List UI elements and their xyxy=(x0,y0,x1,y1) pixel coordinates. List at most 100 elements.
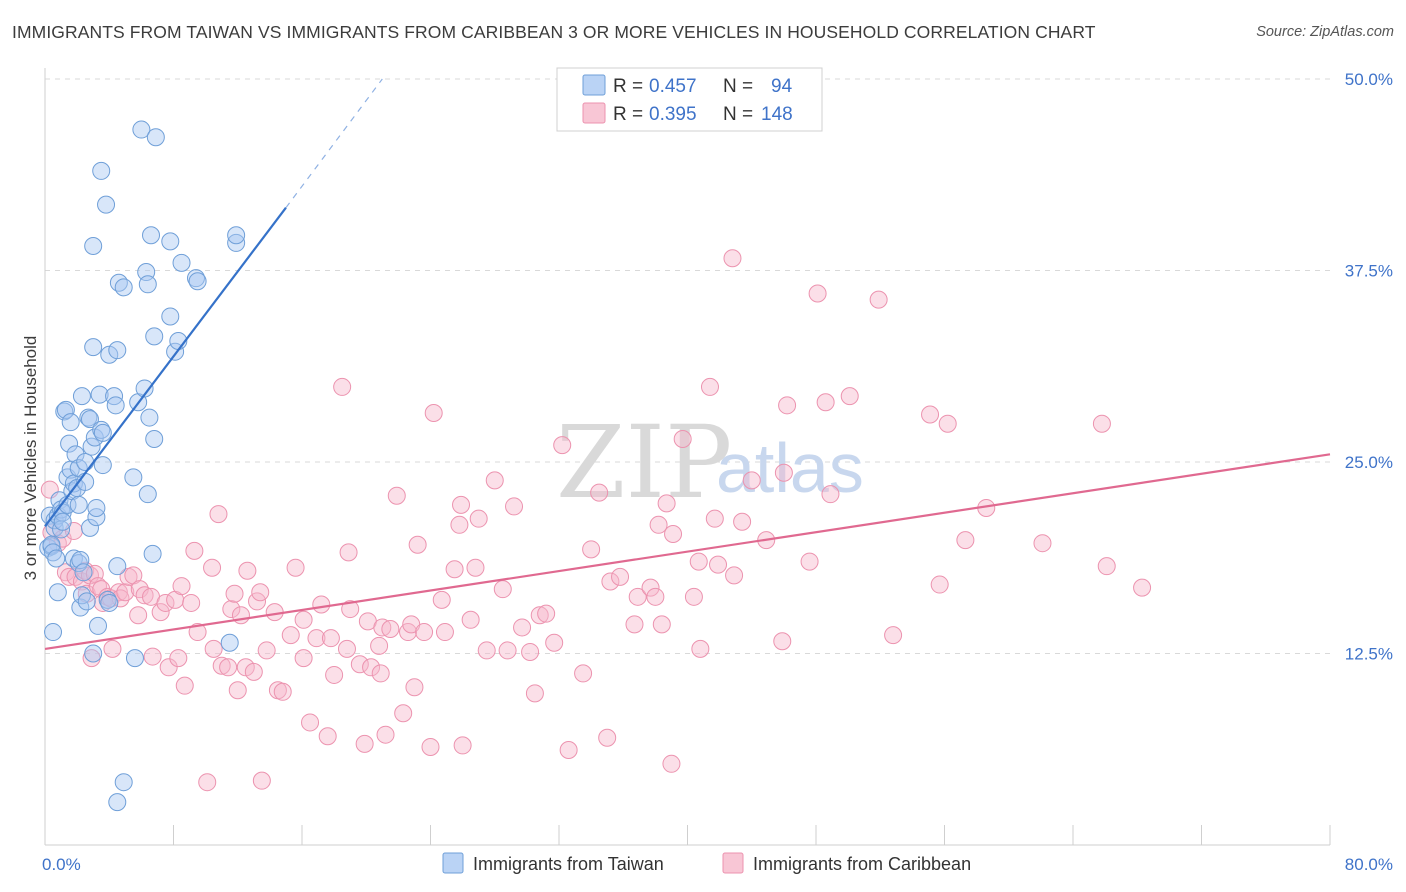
legend-n-label-taiwan: N = xyxy=(723,76,753,97)
caribbean-point xyxy=(111,589,130,608)
taiwan-point xyxy=(84,236,103,255)
chart-title: IMMIGRANTS FROM TAIWAN VS IMMIGRANTS FRO… xyxy=(12,22,1096,42)
caribbean-point xyxy=(424,403,443,422)
taiwan-point xyxy=(98,590,117,609)
caribbean-point xyxy=(691,639,710,658)
caribbean-point xyxy=(92,580,111,599)
caribbean-point xyxy=(649,515,668,534)
caribbean-point xyxy=(350,655,369,674)
caribbean-point xyxy=(461,610,480,629)
bottom-legend-swatch-caribbean xyxy=(722,852,744,874)
watermark-zip: ZIP xyxy=(556,404,732,521)
x-tick-label: 0.0% xyxy=(42,855,81,874)
caribbean-point xyxy=(188,623,207,642)
caribbean-point xyxy=(198,773,217,792)
caribbean-point xyxy=(312,595,331,614)
caribbean-point xyxy=(281,626,300,645)
caribbean-point xyxy=(646,587,665,606)
caribbean-point xyxy=(355,734,374,753)
caribbean-point xyxy=(175,676,194,695)
caribbean-point xyxy=(733,512,752,531)
caribbean-point xyxy=(307,629,326,648)
caribbean-point xyxy=(641,578,660,597)
taiwan-point xyxy=(69,554,88,573)
taiwan-point xyxy=(74,563,93,582)
y-tick-label: 50.0% xyxy=(1345,70,1393,89)
taiwan-point xyxy=(53,512,72,531)
caribbean-point xyxy=(408,535,427,554)
caribbean-point xyxy=(445,560,464,579)
caribbean-point xyxy=(664,525,683,544)
caribbean-point xyxy=(151,603,170,622)
caribbean-point xyxy=(498,641,517,660)
taiwan-point xyxy=(66,445,85,464)
legend-n-value-taiwan: 94 xyxy=(771,76,793,97)
caribbean-point xyxy=(700,377,719,396)
caribbean-point xyxy=(432,590,451,609)
grid-lines xyxy=(45,78,1330,654)
taiwan-point xyxy=(132,120,151,139)
caribbean-point xyxy=(219,658,238,677)
bottom-legend-swatch-taiwan xyxy=(442,852,464,874)
taiwan-point xyxy=(143,544,162,563)
caribbean-point xyxy=(453,736,472,755)
taiwan-point xyxy=(100,593,119,612)
caribbean-point xyxy=(485,471,504,490)
taiwan-point xyxy=(80,518,99,537)
caribbean-point xyxy=(318,727,337,746)
caribbean-point xyxy=(598,728,617,747)
caribbean-point xyxy=(673,430,692,449)
caribbean-point xyxy=(116,583,135,602)
caribbean-point xyxy=(956,531,975,550)
caribbean-point xyxy=(884,626,903,645)
caribbean-point xyxy=(341,600,360,619)
source-label: Source: ZipAtlas.com xyxy=(1256,24,1394,40)
taiwan-point xyxy=(125,649,144,668)
caribbean-point xyxy=(601,572,620,591)
taiwan-point xyxy=(108,341,127,360)
caribbean-point xyxy=(405,678,424,697)
caribbean-point xyxy=(574,664,593,683)
caribbean-point xyxy=(169,649,188,668)
y-tick-label: 25.0% xyxy=(1345,453,1393,472)
caribbean-point xyxy=(657,494,676,513)
caribbean-point xyxy=(376,725,395,744)
taiwan-point xyxy=(87,498,106,517)
caribbean-point xyxy=(774,463,793,482)
caribbean-point xyxy=(590,483,609,502)
caribbean-point xyxy=(244,662,263,681)
taiwan-point xyxy=(72,387,91,406)
caribbean-point xyxy=(466,558,485,577)
bottom-legend-label-taiwan: Immigrants from Taiwan xyxy=(473,854,664,874)
correlation-legend: R = 0.457 N = 94 R = 0.395 N = 148 xyxy=(556,67,823,132)
caribbean-point xyxy=(452,495,471,514)
taiwan-point xyxy=(188,272,207,291)
caribbean-point xyxy=(938,414,957,433)
taiwan-point xyxy=(105,387,124,406)
caribbean-point xyxy=(921,405,940,424)
caribbean-point xyxy=(545,633,564,652)
caribbean-point xyxy=(582,540,601,559)
y-tick-label: 37.5% xyxy=(1345,262,1393,281)
taiwan-point xyxy=(172,253,191,272)
caribbean-point xyxy=(337,639,356,658)
caribbean-point xyxy=(294,610,313,629)
caribbean-point xyxy=(203,558,222,577)
taiwan-point xyxy=(69,495,88,514)
caribbean-point xyxy=(172,577,191,596)
caribbean-point xyxy=(662,754,681,773)
legend-n-label-caribbean: N = xyxy=(723,104,753,125)
caribbean-point xyxy=(725,566,744,585)
caribbean-point xyxy=(321,629,340,648)
x-tick-label: 80.0% xyxy=(1345,855,1393,874)
caribbean-point xyxy=(421,737,440,756)
caribbean-point xyxy=(537,604,556,623)
taiwan-point xyxy=(114,278,133,297)
taiwan-point xyxy=(47,549,66,568)
taiwan-point xyxy=(145,327,164,346)
series-legend: Immigrants from Taiwan Immigrants from C… xyxy=(442,852,971,874)
taiwan-point xyxy=(220,633,239,652)
caribbean-point xyxy=(135,586,154,605)
caribbean-point xyxy=(816,393,835,412)
